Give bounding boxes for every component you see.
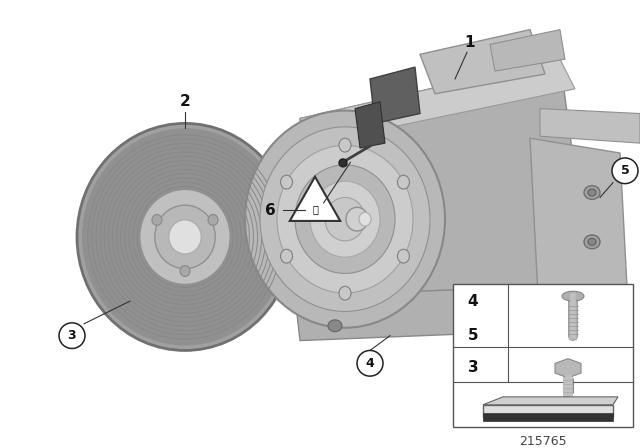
Polygon shape bbox=[370, 67, 420, 123]
Ellipse shape bbox=[493, 310, 507, 322]
Ellipse shape bbox=[359, 212, 371, 226]
Text: 5: 5 bbox=[468, 328, 478, 343]
Ellipse shape bbox=[260, 127, 430, 311]
Ellipse shape bbox=[588, 238, 596, 246]
Text: 5: 5 bbox=[621, 164, 629, 177]
Polygon shape bbox=[420, 30, 545, 94]
Ellipse shape bbox=[295, 165, 395, 273]
Text: 3: 3 bbox=[468, 360, 478, 375]
Ellipse shape bbox=[280, 249, 292, 263]
Circle shape bbox=[612, 158, 638, 184]
Polygon shape bbox=[483, 413, 613, 421]
Ellipse shape bbox=[277, 145, 413, 293]
Ellipse shape bbox=[180, 266, 190, 276]
Polygon shape bbox=[483, 405, 613, 417]
Ellipse shape bbox=[588, 189, 596, 196]
Ellipse shape bbox=[584, 235, 600, 249]
Polygon shape bbox=[530, 138, 628, 306]
Polygon shape bbox=[555, 358, 581, 378]
Ellipse shape bbox=[152, 215, 162, 225]
Polygon shape bbox=[300, 59, 575, 143]
Text: 🔌: 🔌 bbox=[312, 204, 318, 214]
Ellipse shape bbox=[208, 215, 218, 225]
Ellipse shape bbox=[310, 181, 380, 257]
Ellipse shape bbox=[339, 159, 347, 167]
Text: 6: 6 bbox=[264, 203, 275, 218]
Ellipse shape bbox=[82, 128, 288, 345]
Ellipse shape bbox=[339, 138, 351, 152]
Ellipse shape bbox=[397, 249, 410, 263]
Text: 3: 3 bbox=[68, 329, 76, 342]
Ellipse shape bbox=[325, 198, 365, 241]
Ellipse shape bbox=[140, 189, 230, 284]
Ellipse shape bbox=[562, 291, 584, 301]
Ellipse shape bbox=[77, 123, 293, 350]
Text: 1: 1 bbox=[465, 35, 476, 50]
Polygon shape bbox=[290, 177, 340, 221]
Polygon shape bbox=[295, 286, 545, 340]
Ellipse shape bbox=[397, 175, 410, 189]
Bar bbox=[453, 284, 633, 427]
Ellipse shape bbox=[245, 111, 445, 328]
Text: 215765: 215765 bbox=[519, 435, 567, 448]
Polygon shape bbox=[355, 102, 385, 148]
Ellipse shape bbox=[584, 185, 600, 199]
Circle shape bbox=[59, 323, 85, 349]
Text: 4: 4 bbox=[365, 357, 374, 370]
Polygon shape bbox=[483, 397, 618, 405]
Polygon shape bbox=[300, 59, 590, 326]
Text: 4: 4 bbox=[468, 293, 478, 309]
Ellipse shape bbox=[328, 320, 342, 332]
Circle shape bbox=[357, 350, 383, 376]
Polygon shape bbox=[278, 180, 311, 294]
Ellipse shape bbox=[155, 205, 215, 269]
Ellipse shape bbox=[346, 207, 368, 231]
Ellipse shape bbox=[339, 286, 351, 300]
Text: 2: 2 bbox=[180, 94, 190, 109]
Ellipse shape bbox=[169, 220, 201, 254]
Polygon shape bbox=[540, 108, 640, 143]
Ellipse shape bbox=[280, 175, 292, 189]
Polygon shape bbox=[490, 30, 565, 71]
